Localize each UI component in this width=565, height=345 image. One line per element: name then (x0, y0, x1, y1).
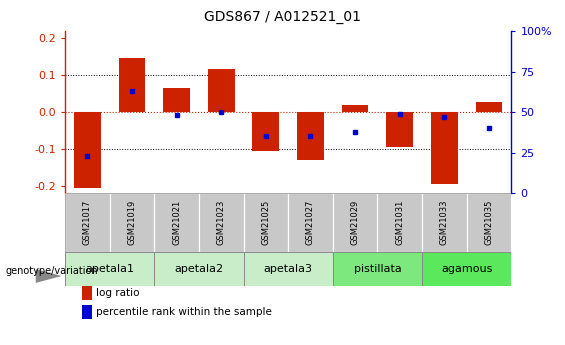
Text: agamous: agamous (441, 264, 492, 274)
Text: genotype/variation: genotype/variation (6, 266, 98, 276)
Text: GSM21017: GSM21017 (83, 200, 92, 245)
Bar (244, 193, 288, 252)
Bar (244, 252, 333, 286)
Bar (467, 193, 511, 252)
Text: GDS867 / A012521_01: GDS867 / A012521_01 (204, 10, 361, 24)
Bar (333, 252, 422, 286)
Text: GSM21033: GSM21033 (440, 200, 449, 245)
Text: GSM21035: GSM21035 (485, 200, 493, 245)
Text: GSM21031: GSM21031 (396, 200, 404, 245)
Bar (476, 102, 502, 112)
Bar (253, 112, 279, 151)
Bar (163, 88, 190, 112)
Bar (422, 193, 467, 252)
Bar (154, 252, 244, 286)
Bar (208, 69, 234, 112)
Bar (297, 112, 324, 160)
Bar (377, 193, 422, 252)
Bar (386, 112, 413, 147)
Text: GSM21023: GSM21023 (217, 200, 225, 245)
Text: apetala1: apetala1 (85, 264, 134, 274)
Text: GSM21027: GSM21027 (306, 200, 315, 245)
Bar (65, 193, 110, 252)
Text: apetala2: apetala2 (175, 264, 223, 274)
Bar (74, 112, 101, 188)
Bar (342, 106, 368, 112)
Bar (199, 193, 244, 252)
Text: GSM21025: GSM21025 (262, 200, 270, 245)
Bar (288, 193, 333, 252)
Text: GSM21019: GSM21019 (128, 200, 136, 245)
Text: log ratio: log ratio (96, 288, 140, 298)
Text: pistillata: pistillata (354, 264, 401, 274)
Text: GSM21029: GSM21029 (351, 200, 359, 245)
Text: GSM21021: GSM21021 (172, 200, 181, 245)
Text: apetala3: apetala3 (264, 264, 312, 274)
Bar (154, 193, 199, 252)
Bar (333, 193, 377, 252)
Bar (65, 252, 154, 286)
Text: percentile rank within the sample: percentile rank within the sample (96, 307, 272, 317)
Bar (110, 193, 154, 252)
Polygon shape (36, 269, 62, 283)
Bar (431, 112, 458, 184)
Bar (422, 252, 511, 286)
Bar (119, 58, 145, 112)
